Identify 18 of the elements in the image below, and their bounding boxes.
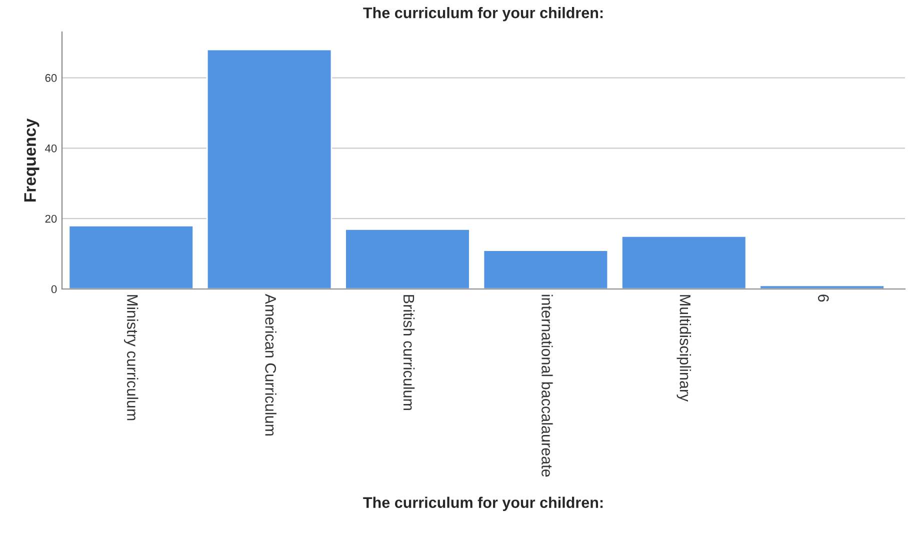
y-tick-label: 60 xyxy=(45,74,57,82)
x-tick-label: British curriculum xyxy=(403,295,415,410)
bar xyxy=(482,250,609,289)
x-tick-label: American Curriculum xyxy=(265,294,276,436)
bar xyxy=(206,48,332,289)
bar xyxy=(68,224,194,289)
y-tick-label: 40 xyxy=(45,144,57,152)
chart-title: The curriculum for your children: xyxy=(363,7,603,22)
x-tick-label: Ministry curriculum xyxy=(124,295,138,420)
x-tick-label: international baccalaureate xyxy=(542,294,553,477)
bar xyxy=(621,235,747,289)
y-tick-label: 20 xyxy=(45,214,57,223)
bar xyxy=(344,228,470,289)
x-tick-label: 6 xyxy=(818,294,829,302)
x-axis-title: The curriculum for your children: xyxy=(363,496,603,511)
x-tick-label: Multidisciplinary xyxy=(676,295,692,402)
y-axis-title: Frequency xyxy=(24,118,40,202)
y-tick-label: 0 xyxy=(51,285,57,294)
